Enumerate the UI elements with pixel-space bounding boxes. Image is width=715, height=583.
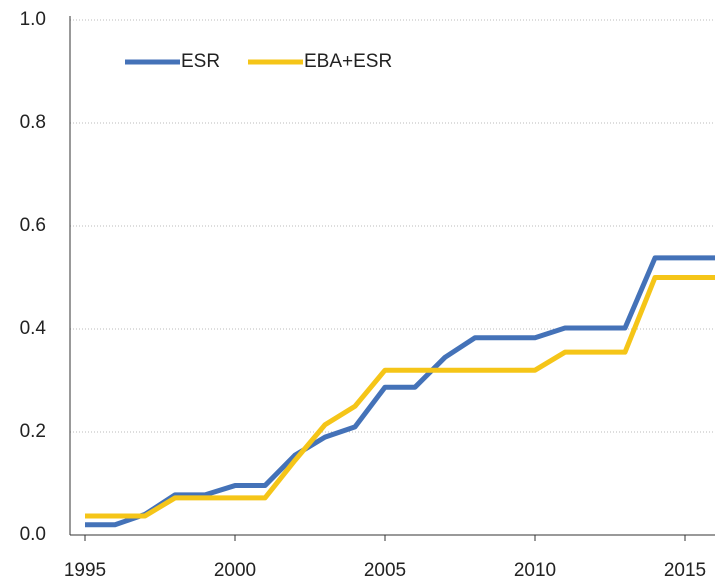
x-tick-label: 2000 — [214, 560, 256, 581]
series-line — [85, 255, 715, 528]
series-line — [85, 275, 715, 519]
y-tick-label: 0.2 — [20, 421, 46, 442]
x-tick-label: 2005 — [364, 560, 406, 581]
legend-label: ESR — [181, 51, 220, 72]
x-tick-label: 2010 — [514, 560, 556, 581]
x-tick-label: 1995 — [64, 560, 106, 581]
x-tick-label: 2015 — [664, 560, 706, 581]
y-tick-label: 0.8 — [20, 112, 46, 133]
y-tick-label: 0.0 — [20, 524, 46, 545]
y-tick-label: 0.4 — [20, 318, 47, 339]
y-tick-label: 1.0 — [20, 9, 46, 30]
legend-label: EBA+ESR — [304, 51, 392, 72]
y-tick-label: 0.6 — [20, 215, 46, 236]
